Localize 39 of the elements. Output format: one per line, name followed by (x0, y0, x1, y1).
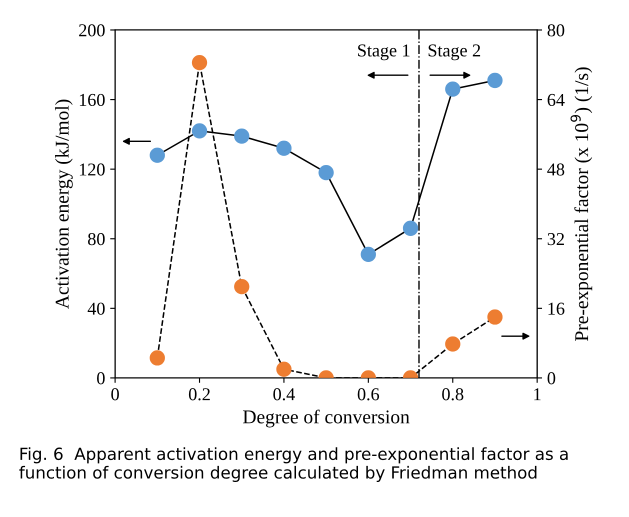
y2-tick-label: 80 (548, 24, 564, 36)
point (402, 220, 418, 236)
point (360, 246, 376, 262)
point (276, 362, 292, 377)
point (445, 81, 460, 97)
y-tick-label: 80 (88, 233, 105, 246)
y-tick-label: 160 (80, 94, 105, 106)
annotation: Stage 1 (358, 44, 410, 60)
point (276, 140, 292, 156)
point (150, 148, 165, 163)
point (445, 336, 460, 352)
y2-tick-label: 32 (548, 233, 564, 246)
y2-tick-label: 48 (547, 163, 564, 176)
y2-tick-label: 64 (548, 94, 565, 106)
x-tick-label: 0 (111, 388, 119, 400)
x-tick-label: 0.8 (442, 388, 464, 400)
point (234, 128, 250, 144)
y2-tick-label: 16 (548, 302, 564, 315)
x-tick-label: 1 (534, 388, 541, 400)
y-tick-label: 0 (97, 372, 105, 384)
point (192, 123, 208, 139)
y-tick-label: 120 (80, 163, 105, 176)
x-tick-label: 0.6 (358, 388, 380, 400)
y2-tick-label: 0 (548, 372, 556, 384)
y-tick-label: 40 (88, 302, 105, 315)
annotation: Stage 2 (428, 44, 480, 60)
point (487, 72, 503, 88)
x-tick-label: 0.4 (273, 388, 295, 400)
point (234, 278, 250, 294)
x-axis-title: Degree of conversion (243, 410, 410, 428)
y-axis-title: Activation energy (kJ/mol) (55, 100, 73, 309)
point (318, 165, 334, 180)
x-tick-label: 0.2 (188, 388, 210, 400)
point (487, 309, 503, 325)
y-tick-label: 200 (79, 24, 105, 36)
point (150, 350, 165, 366)
point (192, 54, 208, 70)
y2-axis-title: Pre-exponential factor (x 10$^{9}$) (1/s) (570, 67, 592, 341)
caption: Fig. 6 Apparent activation energy and pre-exponential factor as a function of conversion degree calculated by Friedman method (19, 447, 568, 482)
